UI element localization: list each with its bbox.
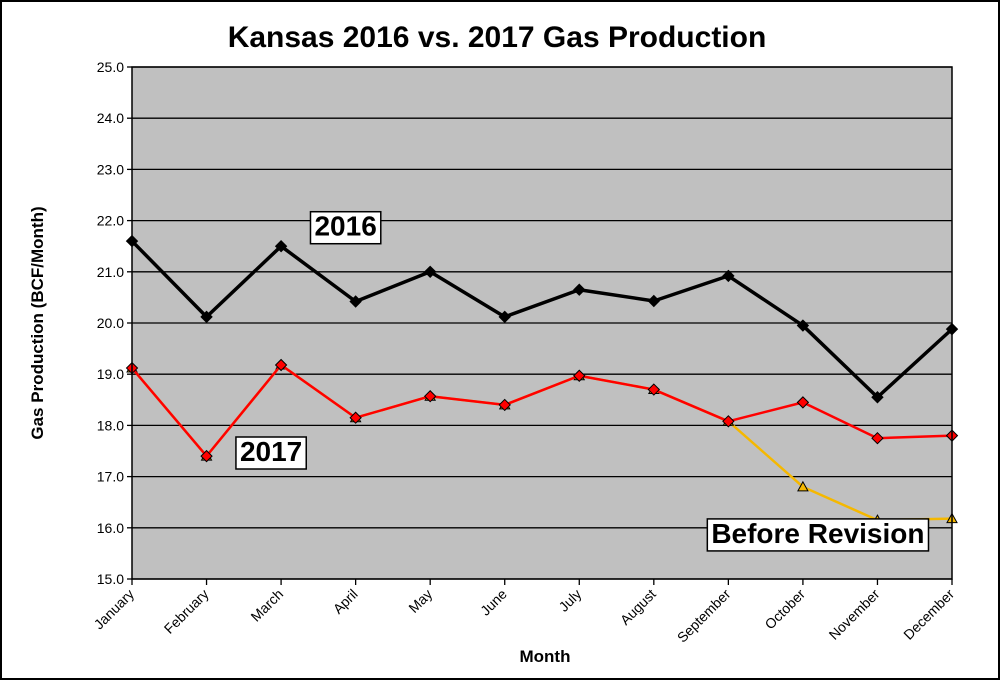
point-2017-april	[349, 411, 362, 424]
point-2017-august	[647, 383, 661, 396]
point-2017-september	[722, 415, 735, 428]
point-2017-may	[423, 390, 437, 403]
annotation-before-revision: Before Revision	[706, 518, 930, 552]
series-line-2016	[130, 239, 954, 399]
y-tick-label-15-0: 15.0	[97, 571, 124, 587]
series-line-2017	[131, 363, 953, 458]
y-tick-label-17-0: 17.0	[97, 469, 124, 485]
annotation-box-2017	[235, 436, 307, 470]
chart-title: Kansas 2016 vs. 2017 Gas Production	[228, 21, 767, 54]
point-2016-may	[423, 265, 437, 279]
y-tick-label-25-0: 25.0	[97, 59, 124, 75]
point-2016-june	[498, 310, 511, 324]
y-tick-label-20-0: 20.0	[97, 315, 124, 331]
x-axis-ticks	[131, 579, 953, 585]
point-2016-july	[573, 283, 586, 296]
x-axis-label: Month	[520, 647, 571, 666]
annotation-label-before-revision: Before Revision	[711, 518, 924, 549]
annotation-box-before-revision	[706, 518, 930, 552]
series-2016	[125, 234, 959, 404]
annotation-box-2016	[309, 210, 382, 245]
point-2016-april	[349, 295, 362, 308]
point-2016-august	[647, 294, 661, 308]
point-2017-october	[796, 396, 810, 409]
annotation-2016: 2016	[309, 210, 382, 245]
point-2017-june	[498, 398, 511, 412]
y-tick-label-18-0: 18.0	[97, 417, 124, 433]
y-axis-label: Gas Production (BCF/Month)	[28, 206, 47, 439]
annotation-2017: 2017	[235, 436, 307, 470]
point-2016-november	[871, 391, 884, 404]
y-tick-label-16-0: 16.0	[97, 520, 124, 536]
point-2016-september	[722, 269, 735, 283]
y-tick-label-21-0: 21.0	[97, 264, 124, 280]
point-before-revision-october	[797, 480, 809, 492]
point-2017-november	[871, 431, 884, 445]
point-2016-october	[796, 319, 810, 332]
y-tick-label-23-0: 23.0	[97, 161, 124, 177]
y-tick-label-24-0: 24.0	[97, 110, 124, 126]
y-tick-label-22-0: 22.0	[97, 213, 124, 229]
point-2017-july	[573, 369, 586, 382]
plot-border	[131, 66, 953, 580]
y-tick-label-19-0: 19.0	[97, 366, 124, 382]
annotations: 2016 2017 Before Revision	[235, 210, 930, 552]
series-layer	[125, 234, 959, 525]
y-axis-tick-labels: 15.0 16.0 17.0 18.0 19.0 20.0 21.0 22.0 23.0 24.0…	[97, 59, 124, 587]
plot-area	[125, 66, 959, 585]
series-2017	[125, 358, 959, 463]
point-2017-february	[200, 449, 213, 463]
annotation-label-2016: 2016	[314, 211, 376, 242]
point-2016-march	[274, 239, 288, 253]
point-2016-february	[200, 310, 213, 324]
point-2017-march	[274, 358, 288, 372]
annotation-label-2017: 2017	[240, 436, 302, 467]
